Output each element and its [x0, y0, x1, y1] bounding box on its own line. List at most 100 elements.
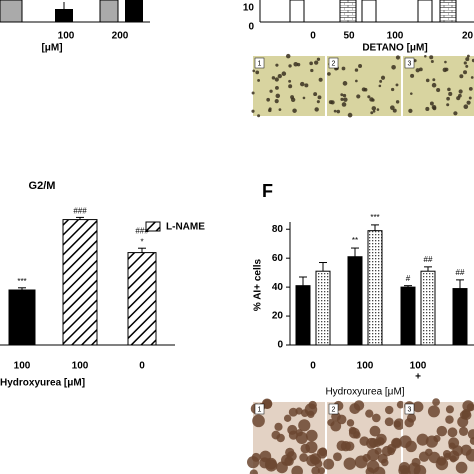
cell — [271, 76, 276, 80]
cell — [268, 107, 272, 111]
cell — [291, 465, 303, 474]
cell — [366, 460, 380, 473]
cell — [308, 400, 317, 410]
cell — [318, 77, 323, 82]
cell — [344, 441, 355, 452]
cell — [413, 464, 427, 474]
cell — [395, 100, 400, 104]
cell — [261, 398, 273, 409]
bar — [315, 270, 331, 346]
unit-label: [μM] — [41, 43, 62, 54]
y-tick-label: 0 — [248, 22, 254, 33]
cell — [252, 69, 256, 73]
y-tick-label: 80 — [272, 224, 284, 235]
cell — [323, 458, 335, 470]
cell — [356, 94, 361, 99]
x-axis-title: Hydroxyurea [μM] — [325, 387, 404, 398]
cell — [459, 74, 464, 79]
y-tick-label: 40 — [272, 282, 284, 293]
cell — [269, 89, 273, 93]
cell — [413, 59, 417, 63]
cell — [448, 91, 453, 97]
cell — [381, 458, 389, 467]
cell — [346, 419, 355, 427]
cell — [446, 103, 450, 107]
cell — [432, 106, 437, 111]
x-tick-label: 100 — [410, 361, 427, 372]
cell — [391, 64, 396, 70]
cell — [347, 112, 353, 118]
x-tick-label: 0 — [139, 361, 145, 372]
cell — [406, 413, 417, 423]
cell — [286, 451, 297, 462]
cell — [395, 83, 399, 87]
cell — [314, 60, 319, 65]
cell — [436, 425, 448, 437]
cell — [458, 89, 463, 94]
significance-label: ## — [456, 268, 465, 277]
cell — [368, 438, 379, 448]
cell — [299, 453, 309, 462]
cell — [275, 63, 279, 67]
cell — [342, 81, 348, 86]
cell — [408, 108, 413, 114]
cell — [343, 457, 356, 470]
cell — [341, 66, 346, 71]
x-label: 100 — [387, 31, 404, 42]
bar — [367, 230, 383, 346]
significance-label: # — [406, 274, 411, 283]
cell — [336, 109, 341, 114]
cell — [429, 101, 434, 106]
cell — [327, 419, 335, 427]
cell — [396, 400, 405, 409]
significance-label: ## — [424, 255, 433, 264]
cell — [251, 109, 255, 113]
legend-label: L-NAME — [166, 222, 205, 233]
cell — [314, 107, 319, 112]
cell — [266, 97, 270, 102]
cell — [330, 100, 335, 105]
cell — [412, 401, 424, 413]
significance-label: *** — [17, 277, 26, 286]
cell — [425, 448, 433, 457]
cell — [410, 73, 415, 78]
cell — [429, 55, 434, 60]
cell — [410, 92, 413, 95]
cell — [307, 410, 315, 419]
top-right-fragment: 10 0 0 50 100 20 DETANO [μM] — [243, 0, 474, 54]
image-label-box — [404, 403, 415, 415]
chart-title: G2/M — [29, 180, 56, 192]
x-label: 20 — [462, 31, 474, 42]
cell — [448, 442, 456, 450]
cell — [281, 71, 287, 76]
cell — [463, 70, 468, 75]
cell — [290, 97, 296, 102]
cell — [467, 429, 474, 440]
cell — [252, 414, 265, 428]
cell — [359, 436, 370, 446]
bar — [347, 256, 363, 346]
cell — [316, 57, 321, 61]
cell — [363, 87, 368, 92]
cell — [453, 111, 458, 116]
cell — [251, 91, 255, 95]
cell — [435, 457, 449, 471]
cell — [458, 426, 469, 436]
cell — [348, 427, 360, 439]
cell — [371, 106, 377, 111]
bar-fragment — [55, 9, 73, 22]
cell — [470, 76, 474, 79]
cell — [310, 68, 314, 73]
micrograph — [327, 56, 401, 116]
image-label-box — [404, 57, 415, 69]
cell — [384, 405, 394, 415]
image-label-box — [254, 57, 265, 69]
cell — [304, 83, 309, 88]
cell — [277, 73, 282, 79]
bar-fragment — [361, 0, 377, 23]
bar-fragment — [125, 0, 143, 22]
cell — [369, 97, 374, 102]
cell — [295, 407, 303, 415]
cell — [341, 102, 347, 107]
cell — [288, 430, 299, 440]
